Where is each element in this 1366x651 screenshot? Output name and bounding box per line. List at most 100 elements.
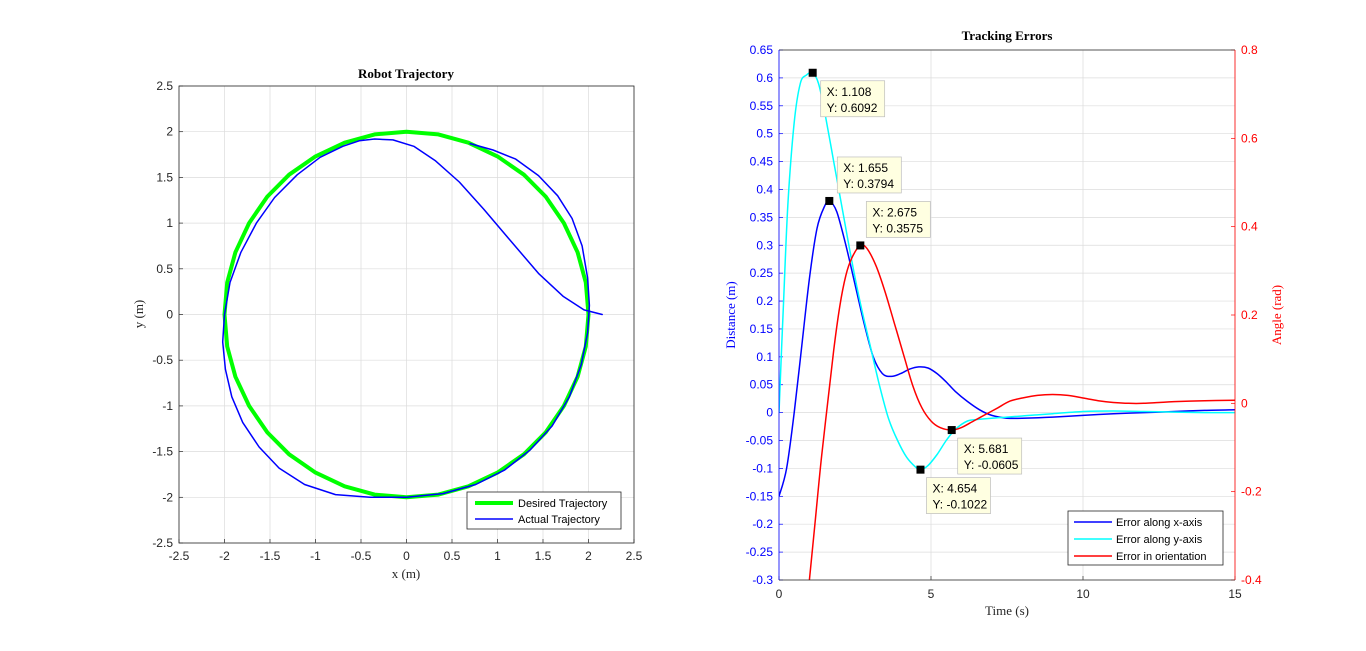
legend-label-actual: Actual Trajectory <box>518 514 600 526</box>
y-tick-label: -2 <box>162 490 173 504</box>
x-tick-label: 10 <box>1076 587 1090 601</box>
y-tick-label-left: 0.45 <box>750 155 774 169</box>
y-tick-label-left: 0.1 <box>756 350 773 364</box>
y-tick-label-right: -0.2 <box>1241 485 1262 499</box>
plot-frame <box>178 85 635 544</box>
y-tick-label-left: 0.6 <box>756 71 773 85</box>
y-tick-label-left: -0.3 <box>752 573 773 587</box>
legend-label-orientation-error: Error in orientation <box>1116 551 1207 563</box>
legend[interactable]: Error along x-axis Error along y-axis Er… <box>1067 510 1224 566</box>
y-tick-label: -1.5 <box>152 445 173 459</box>
x-tick-label: 0 <box>403 549 410 563</box>
x-tick-label: 2.5 <box>626 549 643 563</box>
legend-label-y-error: Error along y-axis <box>1116 534 1203 546</box>
robot-trajectory-chart: Robot Trajectory -2.5 -2 -1.5 -1 -0.5 0 0.5 1 1.… <box>131 66 643 581</box>
data-tip-x: X: 1.108 <box>827 85 872 99</box>
data-tip-box <box>926 477 991 514</box>
x-tick-label: 1 <box>494 549 501 563</box>
y-tick-label-left: 0.05 <box>750 378 774 392</box>
y-tick-label-left: -0.15 <box>746 489 774 503</box>
y-tick-label-left: 0.3 <box>756 238 773 252</box>
data-tip-y: Y: 0.6092 <box>827 101 878 115</box>
data-tip-marker[interactable] <box>856 241 865 250</box>
y-tick-label-right: -0.4 <box>1241 573 1262 587</box>
data-tip-x: X: 5.681 <box>964 442 1009 456</box>
y-tick-label-left: -0.05 <box>746 434 774 448</box>
y-tick-labels-right: -0.4 -0.2 0 0.2 0.4 0.6 0.8 <box>1241 43 1262 587</box>
chart-title: Tracking Errors <box>962 28 1053 43</box>
data-tip-box <box>820 80 886 118</box>
x-tick-label: 15 <box>1228 587 1242 601</box>
y-tick-label: -2.5 <box>152 536 173 550</box>
x-tick-label: -2.5 <box>169 549 190 563</box>
data-tip-box <box>957 437 1023 475</box>
x-tick-label: 1.5 <box>535 549 552 563</box>
data-tip-y: Y: -0.0605 <box>964 458 1019 472</box>
x-error-line[interactable] <box>779 199 1235 497</box>
data-tip[interactable]: X: 5.681 Y: -0.0605 <box>947 426 1023 475</box>
legend-box <box>466 491 622 530</box>
y-axis-label: y (m) <box>131 300 146 329</box>
y-tick-label-left: 0.25 <box>750 266 774 280</box>
chart-title: Robot Trajectory <box>358 66 454 81</box>
data-tip-y: Y: 0.3575 <box>872 221 923 235</box>
y-tick-label-right: 0 <box>1241 396 1248 410</box>
plot-area[interactable] <box>779 50 1235 580</box>
legend[interactable]: Desired Trajectory Actual Trajectory <box>466 491 622 530</box>
y-axis-label-left: Distance (m) <box>723 281 738 349</box>
x-tick-label: -0.5 <box>351 549 372 563</box>
data-tip[interactable]: X: 4.654 Y: -0.1022 <box>916 465 991 514</box>
y-tick-label: 1.5 <box>156 170 173 184</box>
y-tick-label: 0.5 <box>156 262 173 276</box>
x-tick-label: -1.5 <box>260 549 281 563</box>
y-tick-label-left: 0.65 <box>750 43 774 57</box>
x-tick-labels: -2.5 -2 -1.5 -1 -0.5 0 0.5 1 1.5 2 2.5 <box>169 549 643 563</box>
x-tick-label: -1 <box>310 549 321 563</box>
y-tick-label: 1 <box>166 216 173 230</box>
x-axis-label: x (m) <box>392 566 421 581</box>
y-tick-label: 2 <box>166 125 173 139</box>
y-tick-label: -1 <box>162 399 173 413</box>
data-tip-x: X: 2.675 <box>872 205 917 219</box>
y-tick-label-left: 0.55 <box>750 99 774 113</box>
y-tick-label-left: 0.15 <box>750 322 774 336</box>
actual-trajectory-line[interactable] <box>221 138 603 499</box>
x-tick-label: 0.5 <box>444 549 461 563</box>
y-tick-labels-left: -0.3 -0.25 -0.2 -0.15 -0.1 -0.05 0 0.05 0.1 0.15 0… <box>746 43 774 587</box>
x-tick-label: 0 <box>776 587 783 601</box>
y-tick-label-left: 0 <box>766 406 773 420</box>
y-tick-label-left: 0.2 <box>756 294 773 308</box>
data-tip-x: X: 4.654 <box>932 482 977 496</box>
series-layer <box>221 129 603 500</box>
tracking-errors-chart: Tracking Errors 0 5 10 15 -0.3 -0.25 -0.2 -0.1… <box>723 28 1284 618</box>
x-tick-label: 2 <box>585 549 592 563</box>
data-tips[interactable]: X: 1.108 Y: 0.6092 X: 1.655 Y: 0.3794 X: 2.6… <box>808 68 1023 514</box>
data-tip-marker[interactable] <box>808 68 817 77</box>
y-tick-label: 2.5 <box>156 79 173 93</box>
y-tick-label-left: 0.5 <box>756 127 773 141</box>
y-tick-label-left: -0.25 <box>746 545 774 559</box>
data-tip-y: Y: 0.3794 <box>843 177 894 191</box>
data-tip[interactable]: X: 1.108 Y: 0.6092 <box>808 68 886 118</box>
y-tick-label-left: -0.1 <box>752 461 773 475</box>
y-tick-label-right: 0.6 <box>1241 131 1258 145</box>
x-tick-labels: 0 5 10 15 <box>776 587 1242 601</box>
data-tip-marker[interactable] <box>947 426 956 435</box>
y-axis-label-right: Angle (rad) <box>1269 285 1284 345</box>
data-tip-y: Y: -0.1022 <box>932 498 987 512</box>
data-tip-box <box>836 156 902 194</box>
y-tick-label-right: 0.4 <box>1241 220 1258 234</box>
data-tip[interactable]: X: 2.675 Y: 0.3575 <box>856 201 931 250</box>
data-tip[interactable]: X: 1.655 Y: 0.3794 <box>825 156 902 205</box>
y-tick-label: -0.5 <box>152 353 173 367</box>
legend-label-x-error: Error along x-axis <box>1116 517 1203 529</box>
data-tip-box <box>865 201 931 238</box>
y-tick-label-left: -0.2 <box>752 517 773 531</box>
data-tip-marker[interactable] <box>825 196 834 205</box>
data-tip-marker[interactable] <box>916 465 925 474</box>
legend-label-desired: Desired Trajectory <box>518 498 608 510</box>
y-tick-labels: -2.5 -2 -1.5 -1 -0.5 0 0.5 1 1.5 2 2.5 <box>152 79 173 550</box>
x-tick-label: -2 <box>219 549 230 563</box>
x-tick-label: 5 <box>928 587 935 601</box>
